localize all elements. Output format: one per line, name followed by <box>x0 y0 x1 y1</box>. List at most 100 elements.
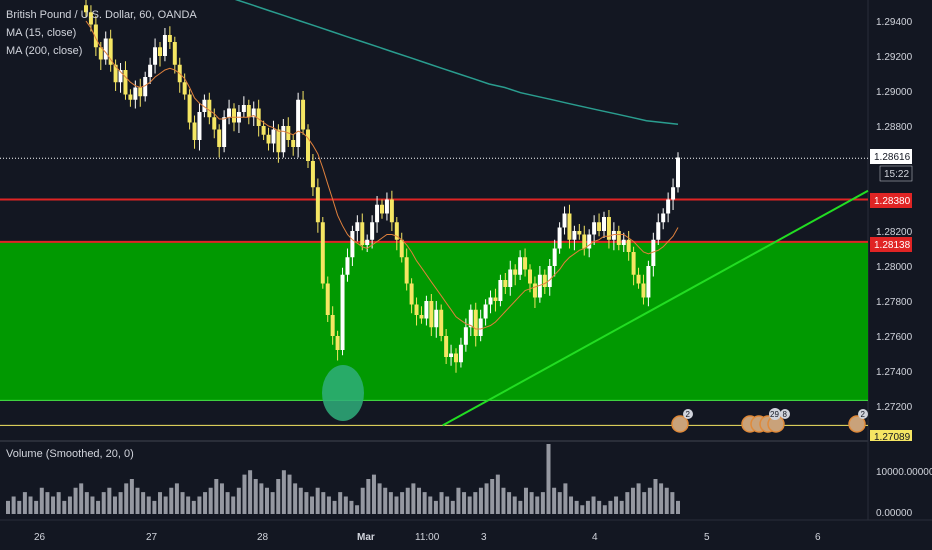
volume-bar <box>355 505 360 514</box>
price-tick-label: 1.27600 <box>876 332 913 343</box>
candle-body <box>320 222 325 284</box>
volume-bar <box>619 500 624 514</box>
volume-bar <box>405 487 410 514</box>
candle-body <box>251 108 256 118</box>
candle-body <box>557 227 562 249</box>
volume-bar <box>22 492 27 514</box>
event-count: 2 <box>686 410 691 419</box>
volume-bar <box>501 487 506 514</box>
ma200-line[interactable] <box>190 0 679 125</box>
volume-bar <box>270 492 275 514</box>
event-flag-icon <box>848 415 866 433</box>
volume-bar <box>39 487 44 514</box>
volume-bar <box>293 483 298 514</box>
candle-body <box>671 187 676 200</box>
volume-bar <box>360 487 365 514</box>
price-tick-label: 1.27800 <box>876 297 913 308</box>
volume-bar <box>417 487 422 514</box>
candle-body <box>380 204 384 214</box>
price-tick-label: 1.29000 <box>876 87 913 98</box>
candle-body <box>276 129 281 153</box>
volume-bar <box>62 500 67 514</box>
candle-body <box>128 94 133 100</box>
candle-body <box>306 129 310 161</box>
candle-body <box>606 217 611 240</box>
volume-bar <box>174 483 179 514</box>
candle-body <box>424 301 429 319</box>
candle-body <box>616 231 621 245</box>
volume-bar <box>146 496 151 514</box>
volume-bar <box>264 487 269 514</box>
volume-bar <box>433 500 438 514</box>
volume-bar <box>411 483 416 514</box>
volume-bar <box>574 500 579 514</box>
volume-bar <box>310 496 315 514</box>
volume-bar <box>332 500 337 514</box>
candle-body <box>577 231 582 235</box>
volume-bar <box>152 500 157 514</box>
price-axis[interactable]: 1.29400 1.29200 1.29000 1.28800 1.28200 1.280… <box>876 17 913 413</box>
event-badges[interactable]: 2 29 8 2 <box>671 408 868 433</box>
volume-bar <box>141 492 146 514</box>
candle-body <box>98 47 103 60</box>
volume-bar <box>231 496 236 514</box>
candle-body <box>261 126 266 135</box>
event-count-badge <box>769 408 781 420</box>
candle-body <box>503 280 508 287</box>
volume-bar <box>664 487 669 514</box>
volume-bar <box>135 487 140 514</box>
event-flag-icon <box>671 415 689 433</box>
volume-bar <box>456 487 461 514</box>
volume-bar <box>394 496 399 514</box>
volume-bar <box>546 444 551 514</box>
candle-body <box>488 297 493 305</box>
ma15-legend[interactable]: MA (15, close) <box>6 27 77 39</box>
volume-legend[interactable]: Volume (Smoothed, 20, 0) <box>6 448 134 460</box>
support-zone[interactable] <box>0 241 868 401</box>
volume-bar <box>630 487 635 514</box>
symbol-legend[interactable]: British Pound / U.S. Dollar, 60, OANDA <box>6 9 197 21</box>
volume-bar <box>96 500 101 514</box>
volume-bar <box>253 479 258 514</box>
candle-body <box>123 70 128 95</box>
candle-body <box>375 204 380 223</box>
volume-bar <box>11 496 16 514</box>
volume-bar <box>101 492 106 514</box>
volume-bar <box>512 496 517 514</box>
candle-body <box>513 269 518 275</box>
volume-bar <box>163 496 168 514</box>
candle-body <box>458 344 463 363</box>
time-axis[interactable]: 26 27 28 Mar 11:00 3 4 5 6 <box>34 532 821 543</box>
volume-bar <box>326 496 331 514</box>
volume-bar <box>84 492 89 514</box>
candle-body <box>158 47 162 56</box>
volume-bar <box>276 479 281 514</box>
volume-bar <box>304 492 309 514</box>
candle-body <box>498 280 503 301</box>
event-count-badge <box>858 409 868 419</box>
volume-bar <box>186 496 191 514</box>
candle-body <box>547 266 552 287</box>
volume-bar <box>203 492 208 514</box>
trendline[interactable] <box>442 189 869 427</box>
time-label: 27 <box>146 532 158 543</box>
candle-body <box>473 309 478 336</box>
candle-body <box>394 222 399 240</box>
candle-body <box>528 269 532 284</box>
candle-body <box>532 283 537 298</box>
volume-bar <box>439 492 444 514</box>
volume-bar <box>557 492 562 514</box>
candle-body <box>414 304 419 315</box>
highlight-ellipse[interactable] <box>322 365 364 421</box>
svg-text:1.27089: 1.27089 <box>874 432 911 443</box>
candle-body <box>384 199 389 214</box>
volume-bar <box>388 492 393 514</box>
ma15-line[interactable] <box>85 20 679 330</box>
candle-body <box>439 309 444 336</box>
candle-body <box>355 222 360 231</box>
volume-bar <box>602 505 607 514</box>
ma200-legend[interactable]: MA (200, close) <box>6 45 83 57</box>
candle-body <box>602 217 606 231</box>
candle-body <box>370 222 375 240</box>
